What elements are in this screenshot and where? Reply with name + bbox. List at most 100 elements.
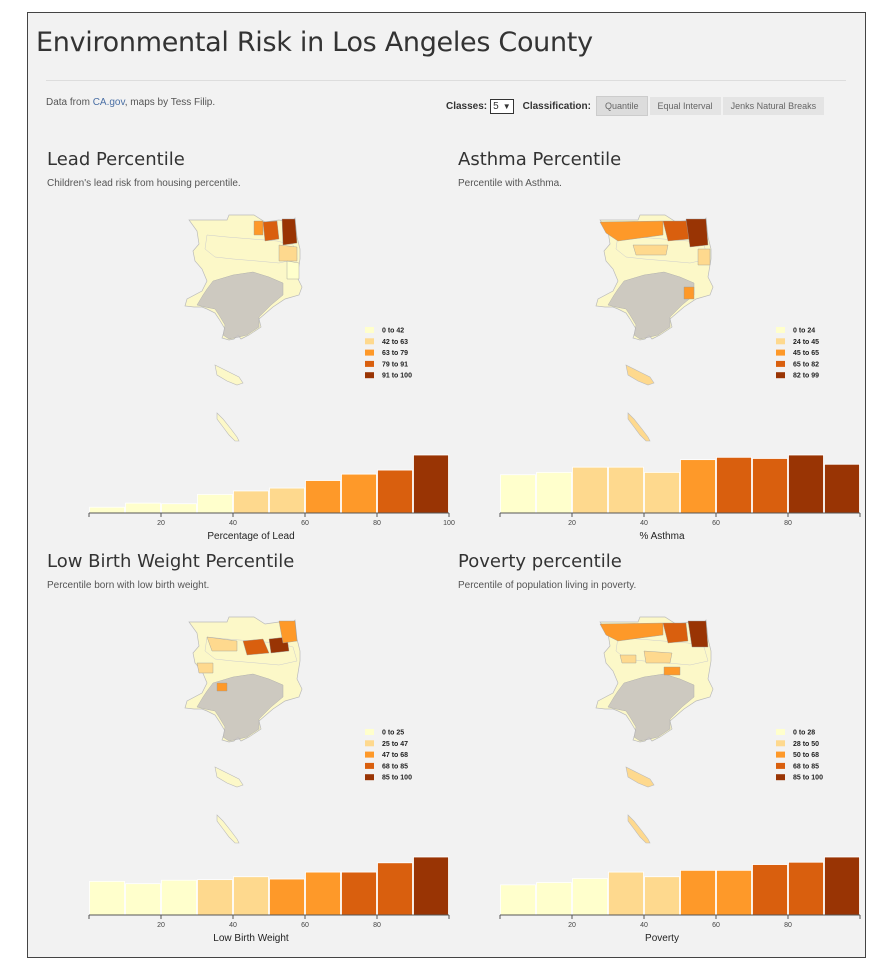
- histogram-bar: [788, 861, 824, 916]
- quantile-button[interactable]: Quantile: [595, 96, 648, 116]
- legend-label: 0 to 42: [382, 328, 404, 335]
- histogram-bar: [644, 876, 680, 916]
- x-tick-label: 20: [157, 520, 165, 527]
- legend: 0 to 25 25 to 47 47 to 68 68 to 85 85 to 100: [365, 729, 412, 782]
- map-island-catalina: [214, 766, 244, 788]
- legend-label: 45 to 65: [793, 350, 819, 357]
- histogram-bar: [644, 471, 680, 514]
- histogram-bar: [305, 480, 341, 514]
- map-tract: [242, 638, 270, 656]
- x-tick-label: 100: [443, 520, 455, 527]
- panel-subtitle: Percentile with Asthma.: [458, 178, 562, 189]
- x-axis-label: Low Birth Weight: [213, 933, 289, 944]
- x-tick-label: 80: [373, 520, 381, 527]
- credit-prefix: Data from: [46, 97, 93, 108]
- histogram: 20 40 60 80 % Asthma: [499, 454, 861, 542]
- map-island-san-clemente: [216, 412, 240, 442]
- histogram-bar: [608, 871, 644, 916]
- x-tick-label: 80: [373, 922, 381, 929]
- legend-label: 63 to 79: [382, 350, 408, 357]
- histogram-bar: [716, 869, 752, 916]
- poverty-chart-svg: 0 to 28 28 to 50 50 to 68 68 to 85 85 to 100…: [499, 616, 861, 944]
- legend-swatch: [776, 729, 785, 735]
- panel-subtitle: Children's lead risk from housing percen…: [47, 178, 241, 189]
- legend-label: 68 to 85: [382, 763, 408, 770]
- histogram-bar: [269, 487, 305, 514]
- histogram-bar: [197, 494, 233, 514]
- legend-label: 85 to 100: [382, 775, 412, 782]
- histogram: 20 40 60 80 Low Birth Weight: [88, 856, 450, 944]
- county-map: [184, 616, 303, 844]
- legend-swatch: [776, 349, 785, 356]
- legend-swatch: [776, 372, 785, 379]
- legend-label: 85 to 100: [793, 775, 823, 782]
- x-tick-label: 60: [712, 922, 720, 929]
- map-tract: [278, 244, 298, 262]
- legend-label: 25 to 47: [382, 741, 408, 748]
- histogram-bar: [125, 502, 161, 514]
- histogram-bar: [197, 879, 233, 916]
- ca-gov-link[interactable]: CA.gov: [92, 97, 125, 108]
- histogram-bar: [824, 856, 860, 916]
- credit-suffix: , maps by Tess Filip.: [124, 97, 216, 108]
- legend-label: 24 to 45: [793, 339, 819, 346]
- credit-line: Data from CA.gov, maps by Tess Filip.: [46, 97, 215, 108]
- classes-select[interactable]: 5 ▼: [490, 98, 514, 114]
- legend-label: 68 to 85: [793, 763, 819, 770]
- x-tick-label: 20: [568, 520, 576, 527]
- panel-title: Poverty percentile: [458, 551, 622, 572]
- equal-interval-button[interactable]: Equal Interval: [649, 97, 721, 115]
- legend-label: 50 to 68: [793, 752, 819, 759]
- page-title: Environmental Risk in Los Angeles County: [36, 27, 593, 58]
- histogram-bar: [500, 474, 536, 514]
- histogram-bar: [536, 882, 572, 916]
- legend-label: 82 to 99: [793, 373, 819, 380]
- legend-swatch: [776, 774, 785, 781]
- histogram-bar: [680, 459, 716, 514]
- asthma-chart-svg: 0 to 24 24 to 45 45 to 65 65 to 82 82 to 99 2…: [499, 214, 861, 542]
- histogram-bar: [608, 466, 644, 514]
- legend-label: 65 to 82: [793, 361, 819, 368]
- histogram-bar: [161, 503, 197, 514]
- legend-swatch: [365, 762, 374, 769]
- histogram-bar: [413, 454, 449, 514]
- legend-swatch: [776, 338, 785, 345]
- map-tract: [216, 682, 228, 692]
- legend-label: 79 to 91: [382, 361, 408, 368]
- legend-swatch: [365, 338, 374, 345]
- map-tract: [643, 650, 673, 664]
- panel-subtitle: Percentile born with low birth weight.: [47, 580, 210, 591]
- classification-label: Classification:: [522, 100, 591, 112]
- legend-label: 91 to 100: [382, 373, 412, 380]
- panel-title: Asthma Percentile: [458, 149, 622, 170]
- panel-title: Low Birth Weight Percentile: [47, 551, 295, 572]
- map-tract: [697, 248, 711, 266]
- legend-swatch: [365, 372, 374, 379]
- x-tick-label: 40: [640, 922, 648, 929]
- legend-swatch: [776, 751, 785, 758]
- classes-label: Classes:: [446, 100, 488, 112]
- map-tract: [278, 620, 298, 644]
- asthma-panel: Asthma Percentile Percentile with Asthma…: [458, 149, 861, 544]
- jenks-natural-breaks-button[interactable]: Jenks Natural Breaks: [722, 97, 825, 115]
- map-island-catalina: [625, 766, 655, 788]
- map-tract: [253, 220, 264, 236]
- histogram-bar: [716, 456, 752, 514]
- low-birth-weight-chart-svg: 0 to 25 25 to 47 47 to 68 68 to 85 85 to 100…: [88, 616, 450, 944]
- title-divider: [46, 80, 846, 81]
- x-tick-label: 80: [784, 922, 792, 929]
- map-urban-area: [196, 271, 284, 340]
- histogram: 20 40 60 80 Poverty: [499, 856, 861, 944]
- histogram-bar: [89, 880, 125, 916]
- legend-swatch: [776, 762, 785, 769]
- legend-swatch: [365, 729, 374, 735]
- x-axis-label: Percentage of Lead: [207, 531, 294, 542]
- map-island-catalina: [214, 364, 244, 386]
- histogram-bar: [233, 490, 269, 514]
- legend-swatch: [365, 327, 374, 333]
- histogram-bar: [824, 463, 860, 514]
- histogram-bar: [752, 864, 788, 916]
- histogram-bar: [752, 458, 788, 514]
- map-island-san-clemente: [627, 814, 651, 844]
- map-island-catalina: [625, 364, 655, 386]
